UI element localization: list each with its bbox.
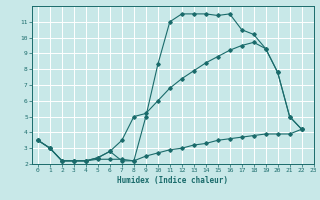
X-axis label: Humidex (Indice chaleur): Humidex (Indice chaleur): [117, 176, 228, 185]
